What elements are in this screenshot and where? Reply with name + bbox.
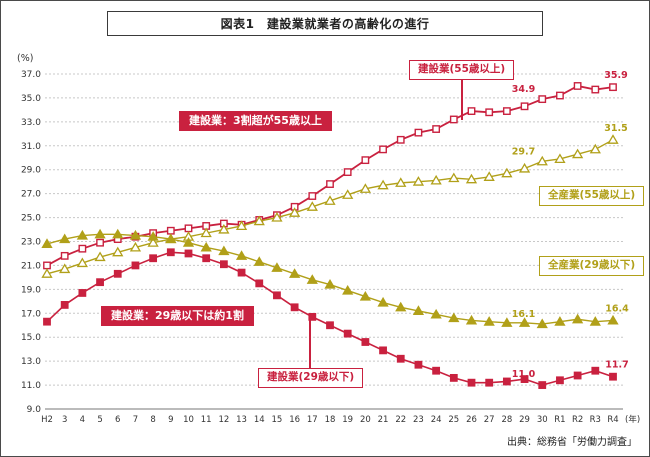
figure-title: 図表1 建設業就業者の高齢化の進行 [107, 11, 543, 36]
svg-text:28: 28 [501, 415, 512, 425]
svg-text:19: 19 [342, 415, 353, 425]
svg-text:4: 4 [80, 415, 85, 425]
svg-text:17.0: 17.0 [21, 309, 41, 319]
svg-text:20: 20 [360, 415, 371, 425]
svg-text:9: 9 [168, 415, 173, 425]
svg-text:35.9: 35.9 [604, 70, 627, 81]
svg-text:5: 5 [97, 415, 102, 425]
svg-text:29.0: 29.0 [21, 166, 41, 176]
svg-text:19.0: 19.0 [21, 285, 41, 295]
svg-text:11.0: 11.0 [512, 369, 536, 380]
svg-text:15: 15 [272, 415, 283, 425]
svg-text:16.1: 16.1 [512, 309, 535, 320]
callout-all-industries-29: 全産業(29歳以下) [539, 256, 645, 276]
callout-highlight-over-3wari: 建設業：3割超が55歳以上 [179, 111, 332, 132]
svg-text:3: 3 [62, 415, 67, 425]
svg-text:29.7: 29.7 [512, 146, 535, 157]
svg-text:8: 8 [150, 415, 155, 425]
svg-text:29: 29 [519, 415, 530, 425]
svg-text:25.0: 25.0 [21, 214, 41, 224]
svg-text:21: 21 [378, 415, 389, 425]
svg-text:21.0: 21.0 [21, 261, 41, 271]
callout-connector-construction-29 [309, 317, 311, 369]
svg-text:23: 23 [413, 415, 424, 425]
svg-text:9.0: 9.0 [27, 405, 42, 415]
callout-construction-55: 建設業(55歳以上) [409, 60, 515, 80]
svg-text:17: 17 [307, 415, 318, 425]
svg-text:15.0: 15.0 [21, 333, 41, 343]
source-note: 出典：総務省「労働力調査」 [507, 437, 637, 448]
svg-text:26: 26 [466, 415, 477, 425]
svg-text:R1: R1 [554, 415, 565, 425]
svg-text:18: 18 [325, 415, 336, 425]
svg-text:10: 10 [183, 415, 194, 425]
svg-text:25: 25 [448, 415, 459, 425]
svg-text:30: 30 [537, 415, 548, 425]
svg-text:R3: R3 [590, 415, 601, 425]
svg-text:37.0: 37.0 [21, 70, 41, 80]
svg-text:(%): (%) [17, 53, 33, 64]
svg-text:24: 24 [431, 415, 442, 425]
svg-text:14: 14 [254, 415, 265, 425]
callout-connector-construction-55 [461, 79, 463, 120]
svg-text:31.0: 31.0 [21, 142, 41, 152]
svg-text:27: 27 [484, 415, 495, 425]
svg-text:22: 22 [395, 415, 406, 425]
svg-text:R4: R4 [607, 415, 618, 425]
svg-text:11: 11 [201, 415, 212, 425]
svg-text:23.0: 23.0 [21, 238, 41, 248]
svg-text:31.5: 31.5 [604, 123, 627, 134]
svg-text:16: 16 [289, 415, 300, 425]
svg-text:12: 12 [218, 415, 229, 425]
svg-text:11.0: 11.0 [21, 381, 41, 391]
svg-text:6: 6 [115, 415, 120, 425]
svg-text:H2: H2 [41, 415, 53, 425]
svg-text:13.0: 13.0 [21, 357, 41, 367]
svg-text:27.0: 27.0 [21, 190, 41, 200]
svg-text:13: 13 [236, 415, 247, 425]
callout-construction-29: 建設業(29歳以下) [258, 368, 364, 388]
svg-text:35.0: 35.0 [21, 94, 41, 104]
callout-all-industries-55: 全産業(55歳以上) [539, 186, 645, 206]
callout-highlight-about-1wari: 建設業：29歳以下は約1割 [101, 306, 254, 327]
svg-text:34.9: 34.9 [512, 84, 535, 95]
svg-text:11.7: 11.7 [605, 360, 628, 371]
svg-text:16.4: 16.4 [605, 303, 629, 314]
svg-text:(年): (年) [625, 414, 640, 425]
svg-text:33.0: 33.0 [21, 118, 41, 128]
svg-text:R2: R2 [572, 415, 583, 425]
svg-text:7: 7 [133, 415, 138, 425]
